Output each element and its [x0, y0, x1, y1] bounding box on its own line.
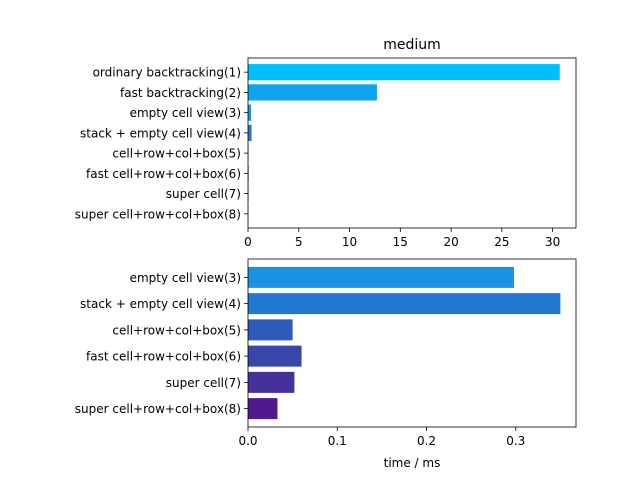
bar-4	[248, 124, 252, 141]
y-tick-label: super cell(7)	[166, 376, 241, 390]
y-tick-label: cell+row+col+box(5)	[112, 147, 241, 161]
x-tick-label: 0	[244, 235, 252, 249]
y-tick-label: fast cell+row+col+box(6)	[86, 350, 241, 364]
y-tick-label: super cell+row+col+box(8)	[75, 402, 241, 416]
y-tick-label: super cell+row+col+box(8)	[75, 207, 241, 221]
axes-frame	[247, 258, 577, 428]
bar-2	[248, 293, 561, 315]
y-tick-label: empty cell view(3)	[130, 106, 241, 120]
x-tick-label: 0.3	[506, 434, 525, 448]
y-tick-label: stack + empty cell view(4)	[80, 126, 241, 140]
y-tick-label: super cell(7)	[166, 187, 241, 201]
axes-frame	[247, 57, 577, 229]
y-tick-label: stack + empty cell view(4)	[80, 297, 241, 311]
bar-5	[248, 371, 295, 393]
chart-title: medium	[383, 37, 441, 53]
top-chart-panel: ordinary backtracking(1) fast backtrackin…	[75, 37, 577, 249]
y-tick-label: empty cell view(3)	[130, 271, 241, 285]
x-tick-label: 10	[342, 235, 357, 249]
y-tick-label: fast backtracking(2)	[120, 86, 241, 100]
x-axis-label: time / ms	[384, 456, 441, 470]
x-tick-label: 20	[443, 235, 458, 249]
bottom-chart-panel: empty cell view(3) stack + empty cell vie…	[75, 258, 577, 470]
y-tick-label: ordinary backtracking(1)	[93, 66, 241, 80]
bar-2	[248, 84, 377, 101]
bar-6	[248, 398, 278, 420]
x-tick-label: 15	[393, 235, 408, 249]
y-tick-label: fast cell+row+col+box(6)	[86, 167, 241, 181]
y-tick-label: cell+row+col+box(5)	[112, 323, 241, 337]
x-tick-label: 25	[494, 235, 509, 249]
x-tick-label: 30	[545, 235, 560, 249]
x-tick-label: 5	[295, 235, 303, 249]
x-tick-label: 0.0	[238, 434, 257, 448]
x-tick-label: 0.1	[328, 434, 347, 448]
bar-3	[248, 319, 293, 341]
bar-3	[248, 104, 252, 121]
bar-4	[248, 345, 302, 367]
x-tick-label: 0.2	[417, 434, 436, 448]
bar-1	[248, 266, 514, 288]
bar-1	[248, 64, 560, 81]
